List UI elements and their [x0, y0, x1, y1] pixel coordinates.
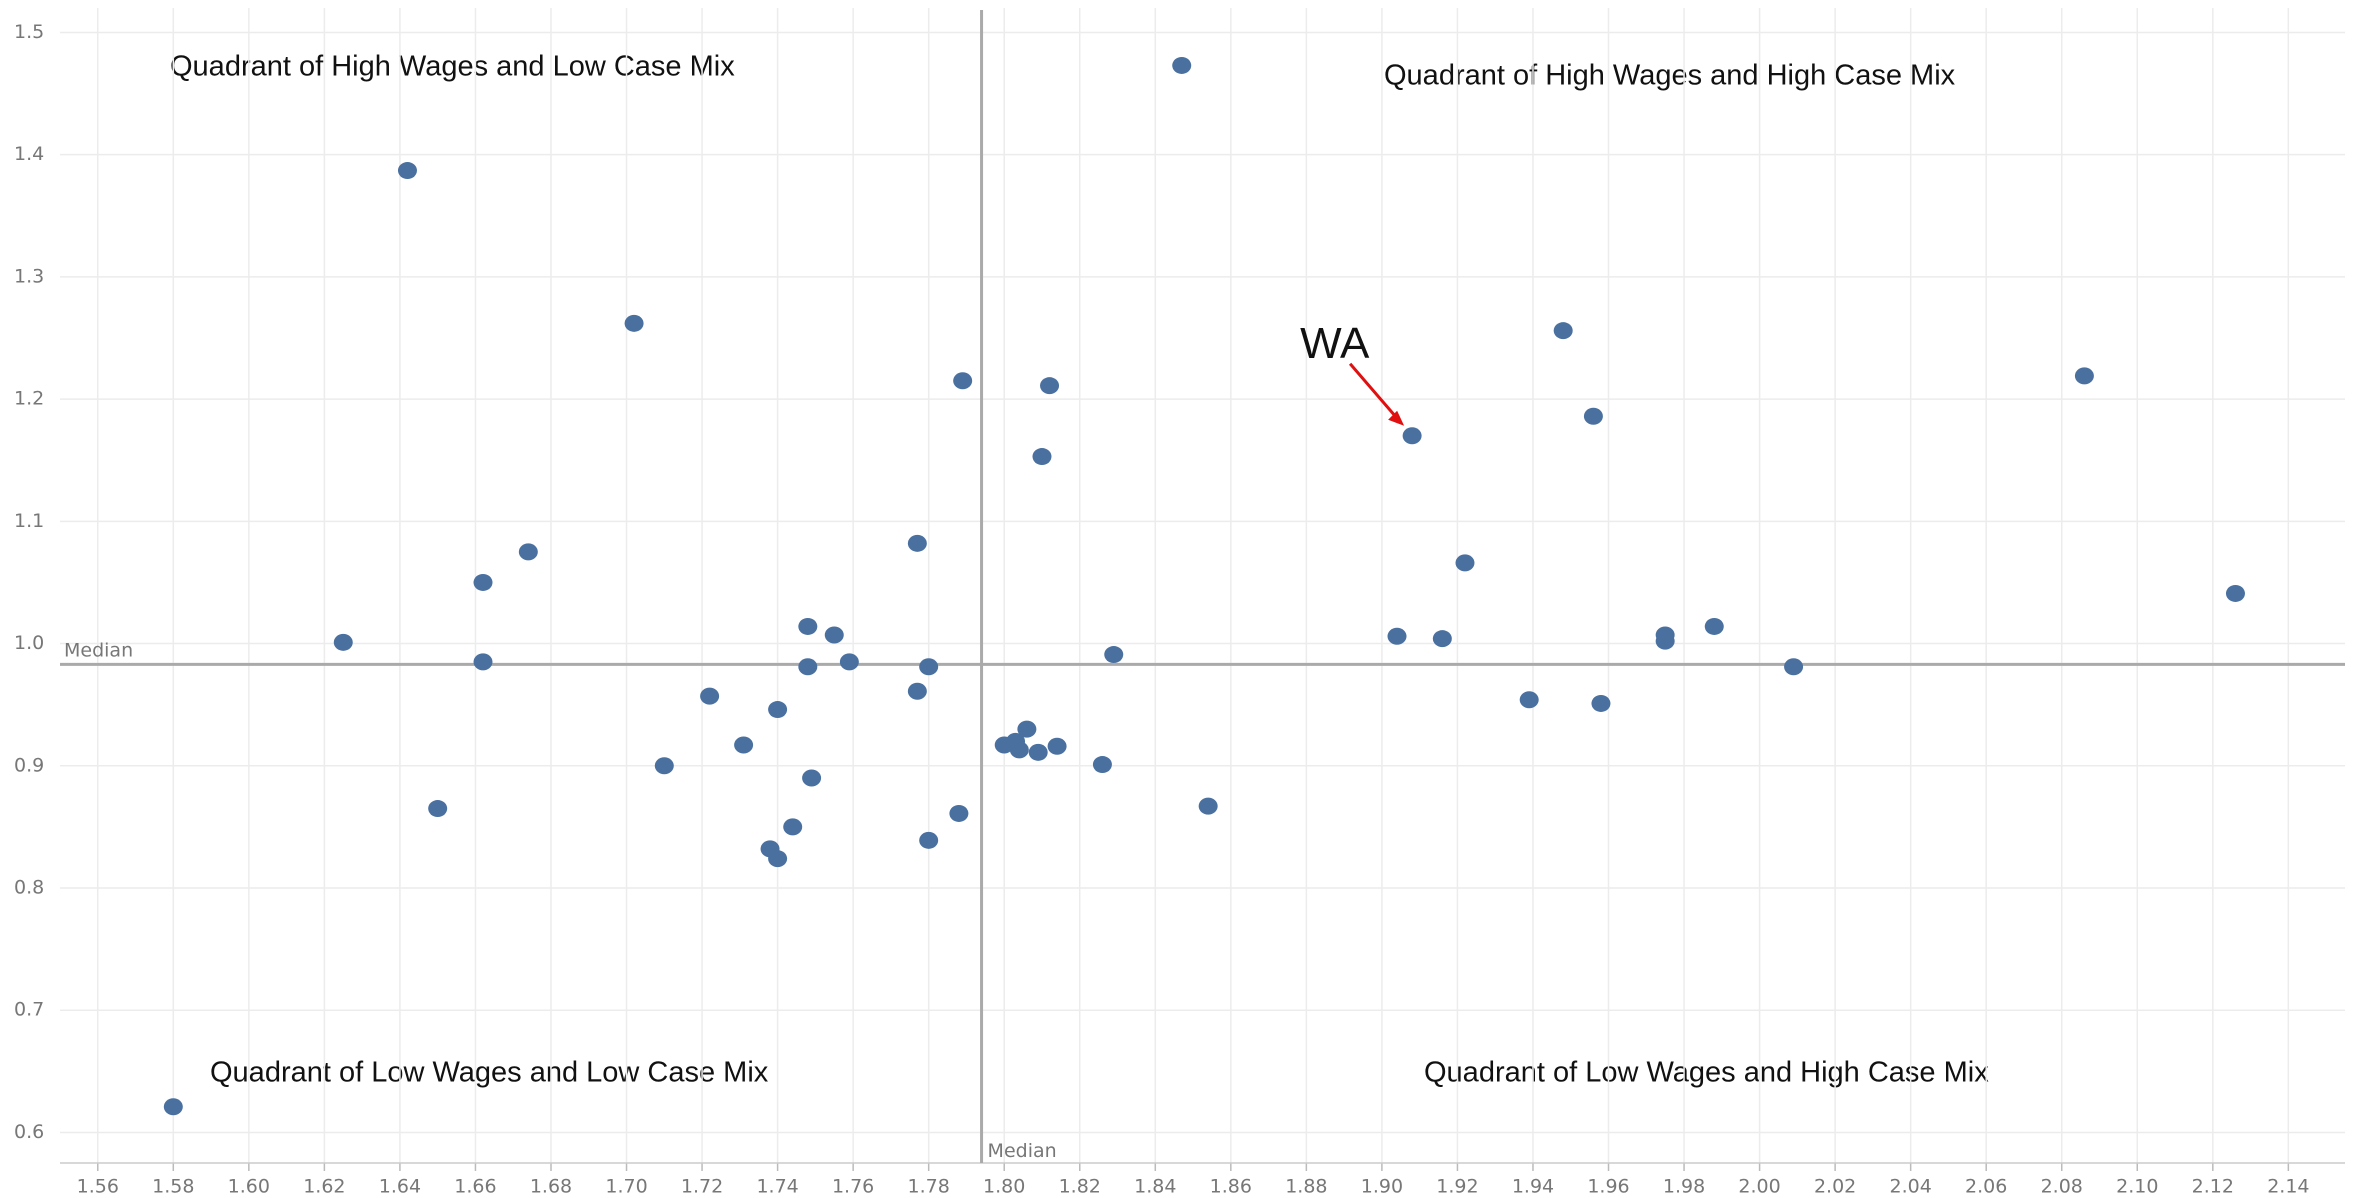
- data-point: [953, 372, 973, 390]
- x-tick-label: 2.14: [2267, 1176, 2309, 1198]
- x-tick-label: 2.06: [1965, 1176, 2007, 1198]
- callout-arrow: [1348, 362, 1402, 423]
- data-point: [907, 534, 927, 552]
- data-point: [919, 658, 939, 676]
- data-point: [473, 653, 493, 671]
- y-tick-label: 1.1: [14, 510, 44, 532]
- y-tick-label: 0.7: [14, 999, 44, 1021]
- data-point: [1092, 756, 1112, 774]
- data-point: [839, 653, 859, 671]
- y-tick-label: 0.8: [14, 877, 44, 899]
- data-point: [1032, 448, 1052, 466]
- x-tick-label: 1.62: [303, 1176, 345, 1198]
- x-tick-label: 2.10: [2116, 1176, 2158, 1198]
- data-point: [2225, 584, 2245, 602]
- x-tick-label: 1.90: [1361, 1176, 1403, 1198]
- data-point: [473, 573, 493, 591]
- data-point: [1040, 377, 1060, 395]
- data-point: [654, 757, 674, 775]
- x-tick-label: 1.58: [152, 1176, 194, 1198]
- x-tick-label: 1.94: [1512, 1176, 1554, 1198]
- x-tick-label: 2.04: [1890, 1176, 1932, 1198]
- data-point: [1402, 427, 1422, 445]
- data-point: [2074, 367, 2094, 385]
- x-tick-label: 1.98: [1663, 1176, 1705, 1198]
- data-point: [1009, 741, 1029, 759]
- data-point: [1784, 658, 1804, 676]
- callout-arrowhead: [1388, 410, 1405, 426]
- x-tick-label: 1.80: [983, 1176, 1025, 1198]
- data-point: [1583, 407, 1603, 425]
- x-tick-label: 1.70: [605, 1176, 647, 1198]
- data-point: [1198, 797, 1218, 815]
- data-point: [397, 162, 417, 180]
- x-tick-label: 1.56: [77, 1176, 119, 1198]
- x-tick-label: 2.02: [1814, 1176, 1856, 1198]
- data-point: [798, 658, 818, 676]
- x-tick-label: 1.74: [756, 1176, 798, 1198]
- data-point: [163, 1098, 183, 1116]
- x-tick-label: 2.08: [2041, 1176, 2083, 1198]
- data-point: [428, 800, 448, 818]
- x-tick-label: 1.66: [454, 1176, 496, 1198]
- data-point: [1028, 743, 1048, 761]
- y-tick-label: 0.6: [14, 1121, 44, 1143]
- data-point: [919, 831, 939, 849]
- data-point: [802, 769, 822, 787]
- data-point: [949, 804, 969, 822]
- y-tick-label: 1.0: [14, 632, 44, 654]
- data-point: [624, 314, 644, 332]
- quadrant-label: Quadrant of Low Wages and Low Case Mix: [210, 1057, 769, 1089]
- data-point: [783, 818, 803, 836]
- x-tick-label: 1.76: [832, 1176, 874, 1198]
- data-point: [768, 701, 788, 719]
- x-tick-label: 1.88: [1285, 1176, 1327, 1198]
- x-tick-label: 1.64: [379, 1176, 421, 1198]
- data-point: [1553, 322, 1573, 340]
- data-point: [1432, 630, 1452, 648]
- data-point: [1591, 694, 1611, 712]
- quadrant-label: Quadrant of High Wages and High Case Mix: [1384, 60, 1956, 92]
- data-point: [1017, 720, 1037, 738]
- data-point: [1387, 627, 1407, 645]
- x-tick-label: 1.86: [1210, 1176, 1252, 1198]
- callout-label: WA: [1300, 319, 1370, 368]
- x-tick-label: 1.92: [1436, 1176, 1478, 1198]
- data-point: [768, 850, 788, 868]
- x-tick-label: 1.84: [1134, 1176, 1176, 1198]
- y-tick-label: 0.9: [14, 754, 44, 776]
- x-tick-label: 2.00: [1738, 1176, 1780, 1198]
- median-label: Median: [988, 1140, 1057, 1162]
- data-point: [700, 687, 720, 705]
- x-tick-label: 1.82: [1059, 1176, 1101, 1198]
- x-tick-label: 1.72: [681, 1176, 723, 1198]
- data-point: [734, 736, 754, 754]
- y-tick-label: 1.4: [14, 143, 44, 165]
- data-point: [798, 617, 818, 635]
- x-tick-label: 1.60: [228, 1176, 270, 1198]
- x-tick-label: 1.68: [530, 1176, 572, 1198]
- x-tick-label: 2.12: [2192, 1176, 2234, 1198]
- quadrant-label: Quadrant of High Wages and Low Case Mix: [170, 51, 735, 83]
- data-point: [1047, 737, 1067, 755]
- x-tick-label: 1.78: [908, 1176, 950, 1198]
- data-point: [518, 543, 538, 561]
- data-point: [1104, 646, 1124, 664]
- quadrant-label: Quadrant of Low Wages and High Case Mix: [1424, 1057, 1989, 1089]
- y-tick-label: 1.3: [14, 265, 44, 287]
- data-point: [1455, 554, 1475, 572]
- data-point: [1704, 617, 1724, 635]
- x-tick-label: 1.96: [1587, 1176, 1629, 1198]
- y-tick-label: 1.5: [14, 21, 44, 43]
- data-point: [1519, 691, 1539, 709]
- data-point: [907, 682, 927, 700]
- median-label: Median: [64, 639, 133, 661]
- data-point: [1655, 632, 1675, 650]
- data-point: [1172, 56, 1192, 74]
- data-point: [333, 633, 353, 651]
- y-tick-label: 1.2: [14, 388, 44, 410]
- data-point: [824, 626, 844, 644]
